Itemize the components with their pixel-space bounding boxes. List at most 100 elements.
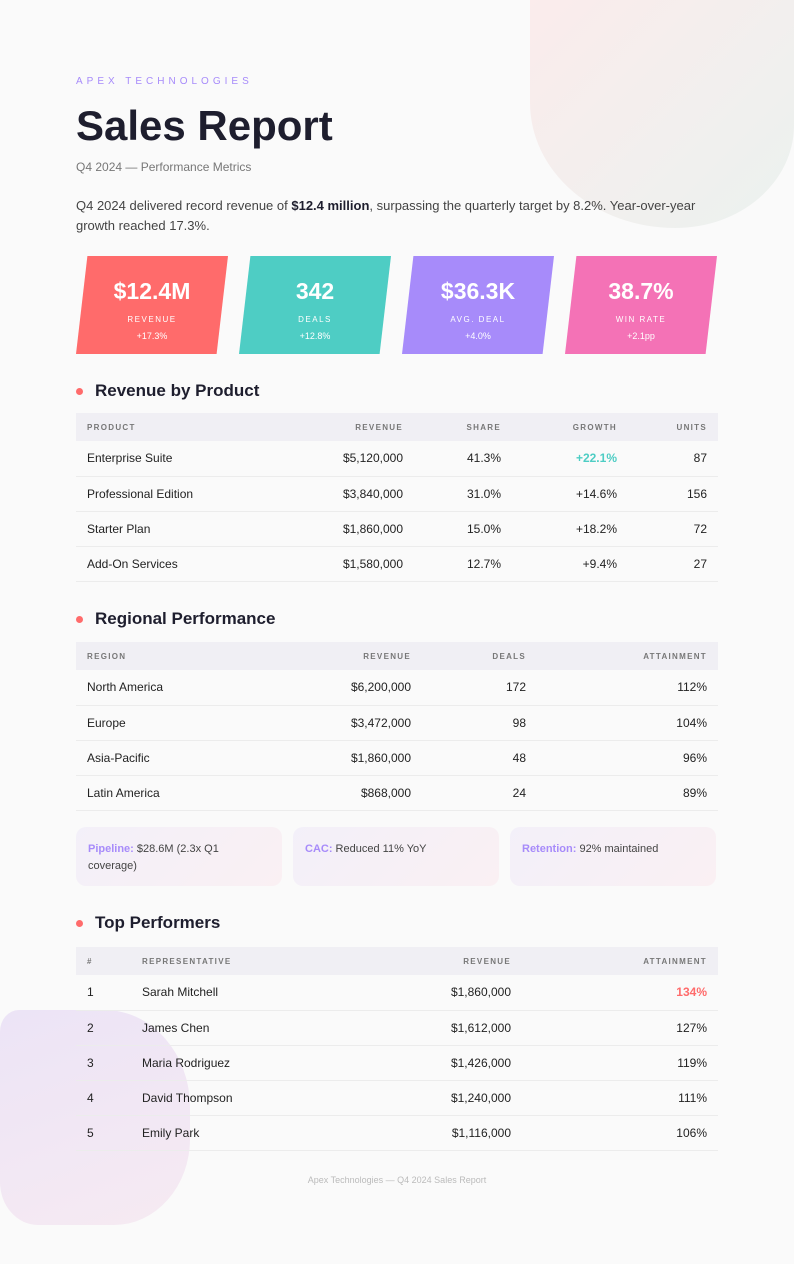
- table-cell: 106%: [522, 1115, 718, 1151]
- decorative-blob: [530, 0, 794, 228]
- column-header: REPRESENTATIVE: [131, 947, 331, 975]
- table-cell: 5: [76, 1115, 131, 1151]
- intro-text: Q4 2024 delivered record revenue of $12.…: [76, 198, 696, 233]
- note-card: Retention: 92% maintained: [510, 827, 716, 886]
- table-cell: 24: [422, 775, 537, 811]
- table-cell: Emily Park: [131, 1115, 331, 1151]
- table-cell: David Thompson: [131, 1080, 331, 1116]
- column-header: ATTAINMENT: [522, 947, 718, 975]
- kpi-card: $36.3K AVG. DEAL +4.0%: [402, 256, 554, 354]
- table-cell: $1,580,000: [276, 546, 414, 582]
- bullet-icon: [76, 919, 83, 927]
- note-card: Pipeline: $28.6M (2.3x Q1 coverage): [76, 827, 282, 886]
- table-cell: +14.6%: [512, 476, 628, 512]
- table-cell: 89%: [537, 775, 718, 811]
- table-cell: Maria Rodriguez: [131, 1045, 331, 1081]
- kpi-value: $36.3K: [440, 278, 516, 304]
- note-text: $28.6M (2.3x Q1 coverage): [88, 843, 219, 872]
- table-row: Asia-Pacific $1,860,000 48 96%: [76, 740, 718, 776]
- column-header: REVENUE: [276, 642, 422, 670]
- table-cell: 156: [628, 476, 718, 512]
- page-title: Sales Report: [76, 102, 333, 149]
- column-header: REVENUE: [276, 413, 414, 441]
- product-table: PRODUCT REVENUE SHARE GROWTH UNITS Enterprise…: [76, 413, 718, 582]
- table-header: REGION REVENUE DEALS ATTAINMENT: [76, 642, 718, 670]
- table-cell: 31.0%: [414, 476, 512, 512]
- note-label: Retention:: [522, 843, 577, 855]
- table-cell: 72: [628, 511, 718, 547]
- table-row: Professional Edition $3,840,000 31.0% +14.6…: [76, 476, 718, 512]
- page-subtitle: Q4 2024 — Performance Metrics: [76, 160, 252, 174]
- kpi-delta: +12.8%: [299, 331, 331, 341]
- kpi-card: 38.7% WIN RATE +2.1pp: [565, 256, 717, 354]
- kpi-card: $12.4M REVENUE +17.3%: [76, 256, 228, 354]
- table-cell: North America: [76, 670, 276, 706]
- note-text: Reduced 11% YoY: [332, 843, 427, 855]
- table-cell: 96%: [537, 740, 718, 776]
- table-cell: $5,120,000: [276, 441, 414, 477]
- table-cell: Europe: [76, 705, 276, 741]
- table-cell: 15.0%: [414, 511, 512, 547]
- table-cell: $1,426,000: [331, 1045, 522, 1081]
- table-row: 3 Maria Rodriguez $1,426,000 119%: [76, 1045, 718, 1081]
- brand-name: APEX TECHNOLOGIES: [76, 76, 253, 87]
- region-table: REGION REVENUE DEALS ATTAINMENT North Americ…: [76, 642, 718, 811]
- kpi-label: DEALS: [298, 315, 332, 324]
- table-cell: Enterprise Suite: [76, 441, 276, 477]
- kpi-value: $12.4M: [113, 278, 191, 304]
- table-cell: $1,860,000: [276, 740, 422, 776]
- table-cell: +9.4%: [512, 546, 628, 582]
- table-cell: Starter Plan: [76, 511, 276, 547]
- table-row: Enterprise Suite $5,120,000 41.3% +22.1% 87: [76, 441, 718, 477]
- column-header: ATTAINMENT: [537, 642, 718, 670]
- table-cell: $6,200,000: [276, 670, 422, 706]
- bullet-icon: [76, 387, 83, 395]
- table-row: 4 David Thompson $1,240,000 111%: [76, 1080, 718, 1116]
- table-cell: 104%: [537, 705, 718, 741]
- column-header: REGION: [76, 642, 276, 670]
- table-cell: Add-On Services: [76, 546, 276, 582]
- section-heading: Regional Performance: [76, 609, 275, 629]
- table-cell: 41.3%: [414, 441, 512, 477]
- column-header: UNITS: [628, 413, 718, 441]
- table-cell: 119%: [522, 1045, 718, 1081]
- kpi-label: REVENUE: [127, 315, 177, 324]
- table-cell: $1,240,000: [331, 1080, 522, 1116]
- kpi-label: WIN RATE: [615, 315, 667, 324]
- table-cell: 1: [76, 975, 131, 1011]
- column-header: DEALS: [422, 642, 537, 670]
- section-heading: Revenue by Product: [76, 381, 259, 401]
- kpi-label: AVG. DEAL: [450, 315, 506, 324]
- table-cell: $868,000: [276, 775, 422, 811]
- table-cell: 27: [628, 546, 718, 582]
- table-cell: 2: [76, 1010, 131, 1046]
- table-row: Latin America $868,000 24 89%: [76, 775, 718, 811]
- table-cell: James Chen: [131, 1010, 331, 1046]
- column-header: GROWTH: [512, 413, 628, 441]
- section-heading: Top Performers: [76, 913, 220, 933]
- table-cell: $1,860,000: [331, 975, 522, 1011]
- table-row: 1 Sarah Mitchell $1,860,000 134%: [76, 975, 718, 1011]
- table-cell: $1,116,000: [331, 1115, 522, 1151]
- bullet-icon: [76, 615, 83, 623]
- table-row: 2 James Chen $1,612,000 127%: [76, 1010, 718, 1046]
- column-header: #: [76, 947, 131, 975]
- table-cell: +22.1%: [512, 441, 628, 477]
- table-cell: +18.2%: [512, 511, 628, 547]
- table-row: Europe $3,472,000 98 104%: [76, 705, 718, 741]
- note-label: CAC:: [305, 843, 333, 855]
- table-row: North America $6,200,000 172 112%: [76, 670, 718, 706]
- kpi-card: 342 DEALS +12.8%: [239, 256, 391, 354]
- kpi-delta: +2.1pp: [627, 331, 655, 341]
- kpi-value: 342: [295, 278, 335, 304]
- table-cell: 87: [628, 441, 718, 477]
- note-text: 92% maintained: [576, 843, 659, 855]
- kpi-delta: +4.0%: [465, 331, 491, 341]
- table-cell: 98: [422, 705, 537, 741]
- table-cell: 12.7%: [414, 546, 512, 582]
- table-header: # REPRESENTATIVE REVENUE ATTAINMENT: [76, 947, 718, 975]
- notes: Pipeline: $28.6M (2.3x Q1 coverage) CAC: …: [76, 827, 716, 886]
- table-cell: 127%: [522, 1010, 718, 1046]
- table-header: PRODUCT REVENUE SHARE GROWTH UNITS: [76, 413, 718, 441]
- kpi-value: 38.7%: [608, 278, 674, 304]
